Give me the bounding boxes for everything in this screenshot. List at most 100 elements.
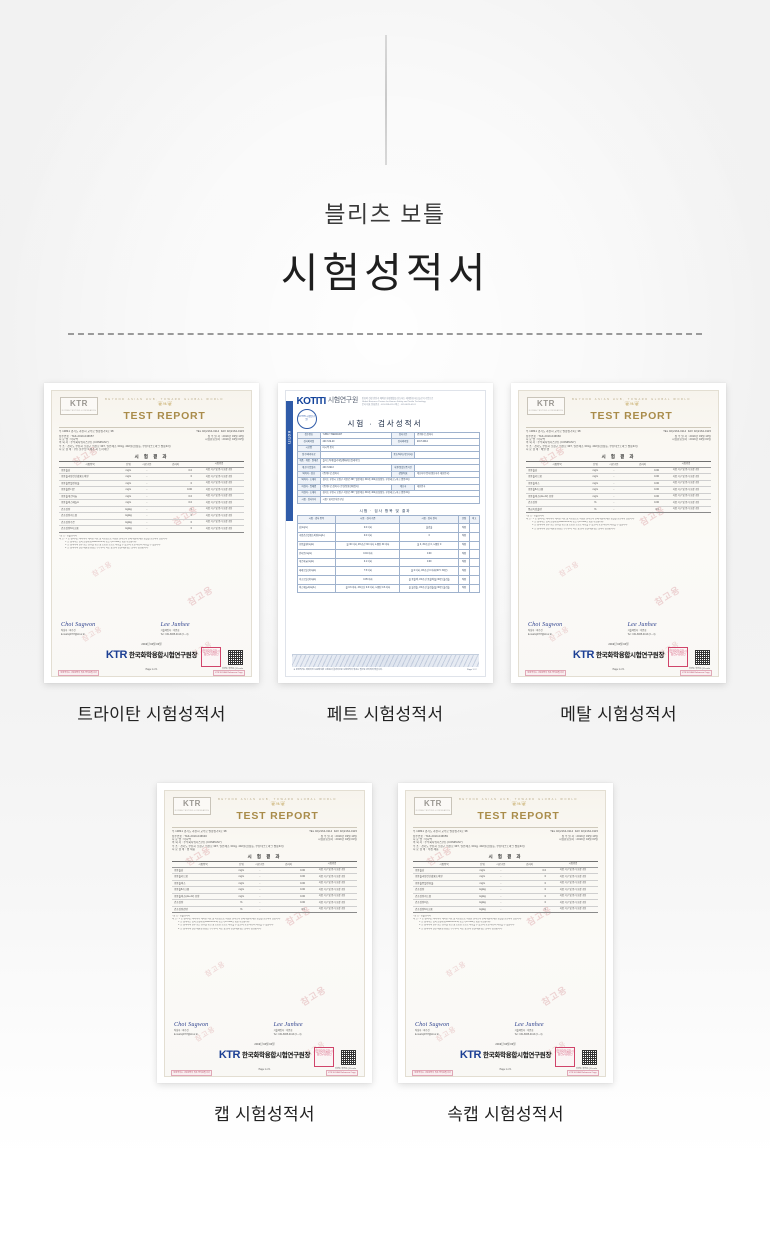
signature-block: Choi Sugwon작성자 : 최수진E-mail:sj0707@ktr.or… xyxy=(415,1022,496,1037)
watermark-text: 참고용 xyxy=(204,961,228,980)
certificate-thumbnail[interactable]: 참고용참고용참고용참고용참고용참고용KTRKOREA TESTING & RES… xyxy=(44,383,259,683)
issue-date: 2019년 04월 03일 xyxy=(61,643,242,646)
cell-verdict: 적합 xyxy=(459,584,470,593)
issuer-line: KTR한국화학융합시험연구원장 xyxy=(52,649,251,663)
ornament-icon: ❦❧❦ xyxy=(552,402,711,408)
footer-note-right: KTR KOLAS Reference Copy xyxy=(567,1070,599,1076)
cell-unit: mg/kg xyxy=(120,526,137,533)
report-header: KTRKOREA TESTING & RESEARCHBEYOND ASIAN … xyxy=(165,791,364,823)
meta-line: 시 료 형 태 : 캡 제품 xyxy=(172,848,284,851)
meta-value: 시험 / 화학분석연구팀 xyxy=(321,497,479,503)
ornament-icon: ❦❧❦ xyxy=(85,402,244,408)
cell-item: 이소프탈산(mg/L) xyxy=(297,576,336,585)
signature-block: Lee Junhee기술책임자 : 이준희Tel : 031-8065-0413… xyxy=(274,1022,355,1037)
signature-zone: Choi Sugwon작성자 : 최수진E-mail:sj0707@ktr.or… xyxy=(406,1022,605,1046)
cell-value: 0.0 xyxy=(624,506,661,513)
meta-line: 시 료 형 태 : (주) 블루밍 3 제조 지 트라이탄 xyxy=(59,448,171,451)
certificate-thumbnail[interactable]: 참고용참고용참고용참고용참고용참고용KTRKOREA TESTING & RES… xyxy=(157,783,372,1083)
issuer-name: 한국화학융합시험연구원장 xyxy=(129,652,197,660)
watermark-text: 참고용 xyxy=(299,984,329,1008)
footer-bars: 본성적서는 시험성적서 위조 방지용입니다KTR KOLAS Reference… xyxy=(412,1070,599,1076)
cell-item: 건조감량감량 xyxy=(172,906,233,913)
page-title: 시험성적서 xyxy=(0,248,770,299)
results-table: 시험항목단위시료구분검사치시험방법총용출납mg/L-0.0식품 기구 및 용기·… xyxy=(413,861,598,914)
cell-result: 0.00 xyxy=(400,558,459,567)
cell-method: 식품 기구 및 용기·포장 공전 xyxy=(194,526,244,533)
certificate-grid-bottom: 참고용참고용참고용참고용참고용참고용KTRKOREA TESTING & RES… xyxy=(157,783,613,1125)
watermark-text: 참고용 xyxy=(653,584,683,608)
ornament-icon: ❦❧❦ xyxy=(439,802,598,808)
ornament-icon: ❦❧❦ xyxy=(198,802,357,808)
qr-code-label: 위변조 확인용 QR-code xyxy=(576,1068,597,1071)
table-row: 이소프탈산(mg/L)0.05 이하물 용출액, 4%초산 용출액(물 30분)… xyxy=(297,576,479,585)
watermark-text: 참고용 xyxy=(445,961,469,980)
cell-item: 게르마늄(mg/L) xyxy=(297,558,336,567)
cell-verdict: 적합 xyxy=(459,558,470,567)
official-seal-icon: 한국화학융합시험연구원장인 xyxy=(555,1047,575,1067)
signature-name: Lee Junhee xyxy=(274,1022,355,1030)
certificate-caption: 페트 시험성적서 xyxy=(327,700,444,725)
issue-date: 2019년 04월 04일 xyxy=(528,643,709,646)
results-heading: 시 험 결 과 xyxy=(52,454,251,460)
signature-detail: 작성자 : 최수진 xyxy=(174,1030,255,1033)
ktr-test-report: 참고용참고용참고용참고용참고용참고용KTRKOREA TESTING & RES… xyxy=(518,390,719,677)
cell-unit: % xyxy=(587,506,604,513)
meta-line: 시험완료일자 : 2019년 04월 04일 xyxy=(638,438,711,441)
top-vertical-divider xyxy=(385,35,387,165)
ktr-test-report: 참고용참고용참고용참고용참고용참고용KTRKOREA TESTING & RES… xyxy=(405,790,606,1077)
meta-row: 시험 · 검사부서시험 / 화학분석연구팀 xyxy=(297,497,479,503)
cell-result: 물 0 이하, 4%초산 0 이하(30℃ 30분) xyxy=(400,567,459,576)
certificate-thumbnail[interactable]: KOTITIKOTITI시험연구원인류의 건강 안전과 쾌적한 환경생활을 선도… xyxy=(278,383,493,683)
qr-code-label: 위변조 확인용 QR-code xyxy=(689,668,710,671)
cell-item: 총용출량(mg/L) xyxy=(297,541,336,550)
cell-note xyxy=(469,550,479,559)
certificate-cell: 참고용참고용참고용참고용참고용참고용KTRKOREA TESTING & RES… xyxy=(157,783,372,1125)
signature-detail: E-mail:sj0707@ktr.or.kr xyxy=(415,1034,496,1037)
qr-code-icon xyxy=(695,650,710,665)
table-row: 중금속검출량%-0.0식품 기구 및 용기·포장 공전 xyxy=(526,506,711,513)
cell-verdict: 적합 xyxy=(459,532,470,541)
table-row: 건조감량6가크롬mg/kg-0식품 기구 및 용기·포장 공전 xyxy=(59,526,244,533)
results-table: 시험항목단위시료구분검사치시험방법총용출납mg/L-0.00식품 기구 및 용기… xyxy=(526,461,711,514)
footer-note-left: 본성적서는 시험성적서 위조 방지용입니다 xyxy=(58,670,99,676)
cell-criteria: 0.0 이하 xyxy=(336,532,400,541)
footer-note-left: 본성적서는 시험성적서 위조 방지용입니다 xyxy=(525,670,566,676)
signature-name: Lee Junhee xyxy=(161,622,242,630)
report-title: TEST REPORT xyxy=(85,410,244,423)
certificate-caption: 트라이탄 시험성적서 xyxy=(77,700,225,725)
cell-verdict: 적합 xyxy=(459,541,470,550)
certificate-thumbnail[interactable]: 참고용참고용참고용참고용참고용참고용KTRKOREA TESTING & RES… xyxy=(398,783,613,1083)
issuer-name: 한국화학융합시험연구원장 xyxy=(242,1052,310,1060)
cell-verdict: 적합 xyxy=(459,567,470,576)
certificate-cell: 참고용참고용참고용참고용참고용참고용KTRKOREA TESTING & RES… xyxy=(44,383,259,725)
table-row: 납(mg/L)0.0 이하불검출적합 xyxy=(297,524,479,533)
cell-result: 물 불검출, 4%초산 불검출(물 30분) 불검출 xyxy=(400,584,459,593)
cell-result: 0 xyxy=(400,532,459,541)
watermark-text: 참고용 xyxy=(186,584,216,608)
certificate-thumbnail[interactable]: 참고용참고용참고용참고용참고용참고용KTRKOREA TESTING & RES… xyxy=(511,383,726,683)
official-seal-icon: 한국화학융합시험연구원장인 xyxy=(314,1047,334,1067)
report-header: KTRKOREA TESTING & RESEARCHBEYOND ASIAN … xyxy=(406,791,605,823)
signature-block: Lee Junhee기술책임자 : 이준희Tel : 031-8065-0413… xyxy=(161,622,242,637)
cell-value: 0 xyxy=(157,526,194,533)
cell-item: 비스페놀A(mg/L) xyxy=(297,584,336,593)
cell-verdict: 적합 xyxy=(459,550,470,559)
cell-verdict: 적합 xyxy=(459,576,470,585)
qr-code-icon xyxy=(582,1050,597,1065)
kotiti-institute-name: 시험연구원 xyxy=(328,397,358,405)
table-row: 테레프탈산(mg/L)7.5 이하물 0 이하, 4%초산 0 이하(30℃ 3… xyxy=(297,567,479,576)
report-title: TEST REPORT xyxy=(552,410,711,423)
security-pattern-band xyxy=(292,654,479,667)
signature-detail: 기술책임자 : 이준희 xyxy=(161,630,242,633)
kotiti-logo-icon: KOTITI xyxy=(297,397,326,407)
meta-line: 시 료 형 태 : 속캡 제품 xyxy=(413,848,525,851)
report-meta: 접수번호 : TAK-2019-046659시 료 명 : 마시백의 뢰 자 :… xyxy=(406,833,605,851)
footer-note-right: KTR KOLAS Reference Copy xyxy=(213,670,245,676)
meta-line: 시험완료일자 : 2019년 04월 03일 xyxy=(171,438,244,441)
page-number: Page 1 / 2 xyxy=(467,669,476,672)
table-row: 총용출량(mg/L)물 30 이하, 4%초산 30 이하, n-헵탄 30 이… xyxy=(297,541,479,550)
report-meta-right: 접 수 일 자 : 2019년 03월 19일시험완료일자 : 2019년 04… xyxy=(284,835,357,851)
signature-detail: 작성자 : 최수진 xyxy=(528,630,609,633)
cell-method: 식품 기구 및 용기·포장 공전 xyxy=(307,906,357,913)
cell-method: 식품 기구 및 용기·포장 공전 xyxy=(548,906,598,913)
